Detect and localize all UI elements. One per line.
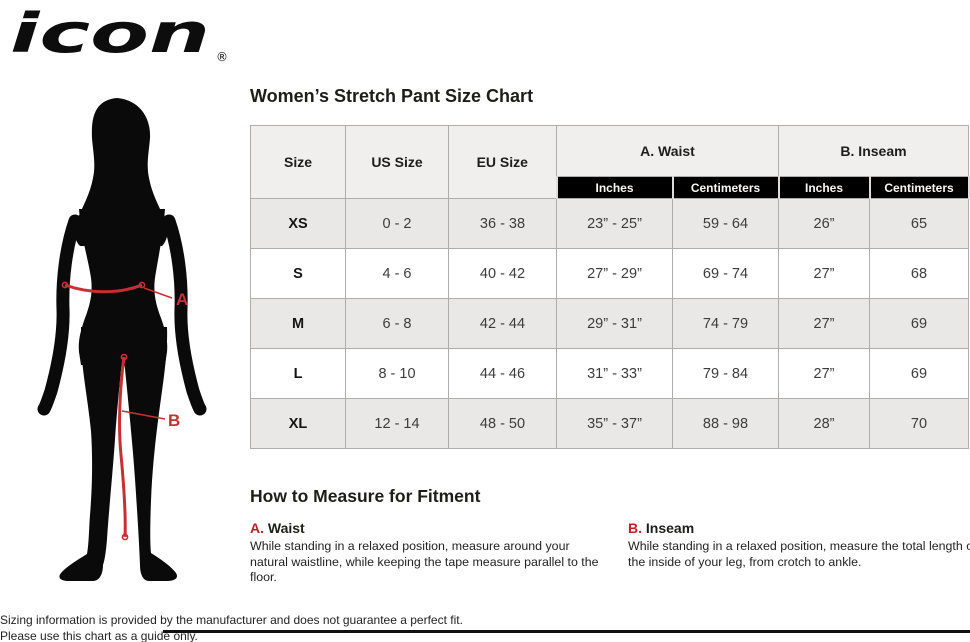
size-cell: L (250, 348, 346, 399)
eu-size-cell: 48 - 50 (448, 398, 557, 449)
size-cell: M (250, 298, 346, 349)
eu-size-cell: 40 - 42 (448, 248, 557, 299)
us-size-cell: 12 - 14 (345, 398, 449, 449)
waist-cm-cell: 88 - 98 (672, 398, 779, 449)
col-header-eu-size: EU Size (448, 125, 557, 199)
us-size-cell: 4 - 6 (345, 248, 449, 299)
table-row-xs: XS 0 - 2 36 - 38 23” - 25” 59 - 64 26” 6… (250, 198, 969, 249)
size-cell: XS (250, 198, 346, 249)
measure-text-inseam: While standing in a relaxed position, me… (628, 539, 970, 569)
inseam-cm-cell: 70 (869, 398, 969, 449)
sub-header-waist-inches: Inches (555, 176, 674, 199)
page-title: Women’s Stretch Pant Size Chart (250, 86, 534, 106)
us-size-cell: 0 - 2 (345, 198, 449, 249)
disclaimer-line-2: Please use this chart as a guide only. (0, 629, 198, 642)
logo-wordmark: icon (10, 2, 210, 65)
inseam-cm-cell: 69 (869, 298, 969, 349)
inseam-pointer-line (121, 410, 166, 420)
inseam-cm-cell: 65 (869, 198, 969, 249)
bottom-divider (163, 630, 970, 633)
waist-pointer-line (143, 287, 173, 299)
waist-inches-cell: 23” - 25” (556, 198, 673, 249)
waist-inches-cell: 31” - 33” (556, 348, 673, 399)
us-size-cell: 8 - 10 (345, 348, 449, 399)
waist-cm-cell: 74 - 79 (672, 298, 779, 349)
size-cell: XL (250, 398, 346, 449)
eu-size-cell: 42 - 44 (448, 298, 557, 349)
waist-label-a: A (176, 290, 188, 309)
inseam-cm-cell: 69 (869, 348, 969, 399)
sub-header-waist-cm: Centimeters (671, 176, 780, 199)
waist-inches-cell: 35” - 37” (556, 398, 673, 449)
waist-inches-cell: 27” - 29” (556, 248, 673, 299)
inseam-inches-cell: 27” (778, 348, 870, 399)
waist-inches-cell: 29” - 31” (556, 298, 673, 349)
group-header-waist: A. Waist (556, 125, 779, 177)
waist-cm-cell: 69 - 74 (672, 248, 779, 299)
size-chart-table: Size US Size EU Size A. Waist B. Inseam … (250, 125, 970, 449)
footer-disclaimer: Sizing information is provided by the ma… (0, 612, 463, 642)
inseam-measure-line (118, 356, 127, 538)
measure-letter-b: B. (628, 520, 642, 536)
measure-item-waist: A. Waist While standing in a relaxed pos… (250, 520, 605, 586)
inseam-inches-cell: 28” (778, 398, 870, 449)
inseam-cm-cell: 68 (869, 248, 969, 299)
inseam-inches-cell: 26” (778, 198, 870, 249)
woman-silhouette-icon (59, 98, 177, 581)
waist-measure-line (64, 283, 143, 294)
measure-letter-a: A. (250, 520, 264, 536)
silhouette-arms (37, 214, 207, 416)
table-row-l: L 8 - 10 44 - 46 31” - 33” 79 - 84 27” 6… (250, 348, 969, 399)
size-chart-table-wrap: Size US Size EU Size A. Waist B. Inseam … (250, 125, 970, 449)
measure-section-heading: How to Measure for Fitment (250, 486, 481, 506)
measure-name-inseam: Inseam (645, 520, 695, 536)
measurement-lines (61, 281, 173, 541)
sub-header-inseam-inches: Inches (777, 176, 871, 199)
col-header-us-size: US Size (345, 125, 449, 199)
table-row-m: M 6 - 8 42 - 44 29” - 31” 74 - 79 27” 69 (250, 298, 969, 349)
inseam-inches-cell: 27” (778, 248, 870, 299)
icon-brand-logo: icon ® (10, 2, 228, 65)
waist-cm-cell: 79 - 84 (672, 348, 779, 399)
us-size-cell: 6 - 8 (345, 298, 449, 349)
measure-name-waist: Waist (267, 520, 305, 536)
sub-header-inseam-cm: Centimeters (868, 176, 970, 199)
size-cell: S (250, 248, 346, 299)
registered-trademark-icon: ® (216, 50, 228, 64)
eu-size-cell: 36 - 38 (448, 198, 557, 249)
disclaimer-line-1: Sizing information is provided by the ma… (0, 613, 463, 627)
col-header-size: Size (250, 125, 346, 199)
group-header-inseam: B. Inseam (778, 125, 969, 177)
measure-text-waist: While standing in a relaxed position, me… (250, 539, 599, 584)
measure-item-inseam: B. Inseam While standing in a relaxed po… (628, 520, 970, 570)
inseam-inches-cell: 27” (778, 298, 870, 349)
table-row-s: S 4 - 6 40 - 42 27” - 29” 69 - 74 27” 68 (250, 248, 969, 299)
measurement-figure-diagram: A B (37, 98, 207, 581)
inseam-label-b: B (168, 411, 180, 430)
table-row-xl: XL 12 - 14 48 - 50 35” - 37” 88 - 98 28”… (250, 398, 969, 449)
waist-cm-cell: 59 - 64 (672, 198, 779, 249)
eu-size-cell: 44 - 46 (448, 348, 557, 399)
